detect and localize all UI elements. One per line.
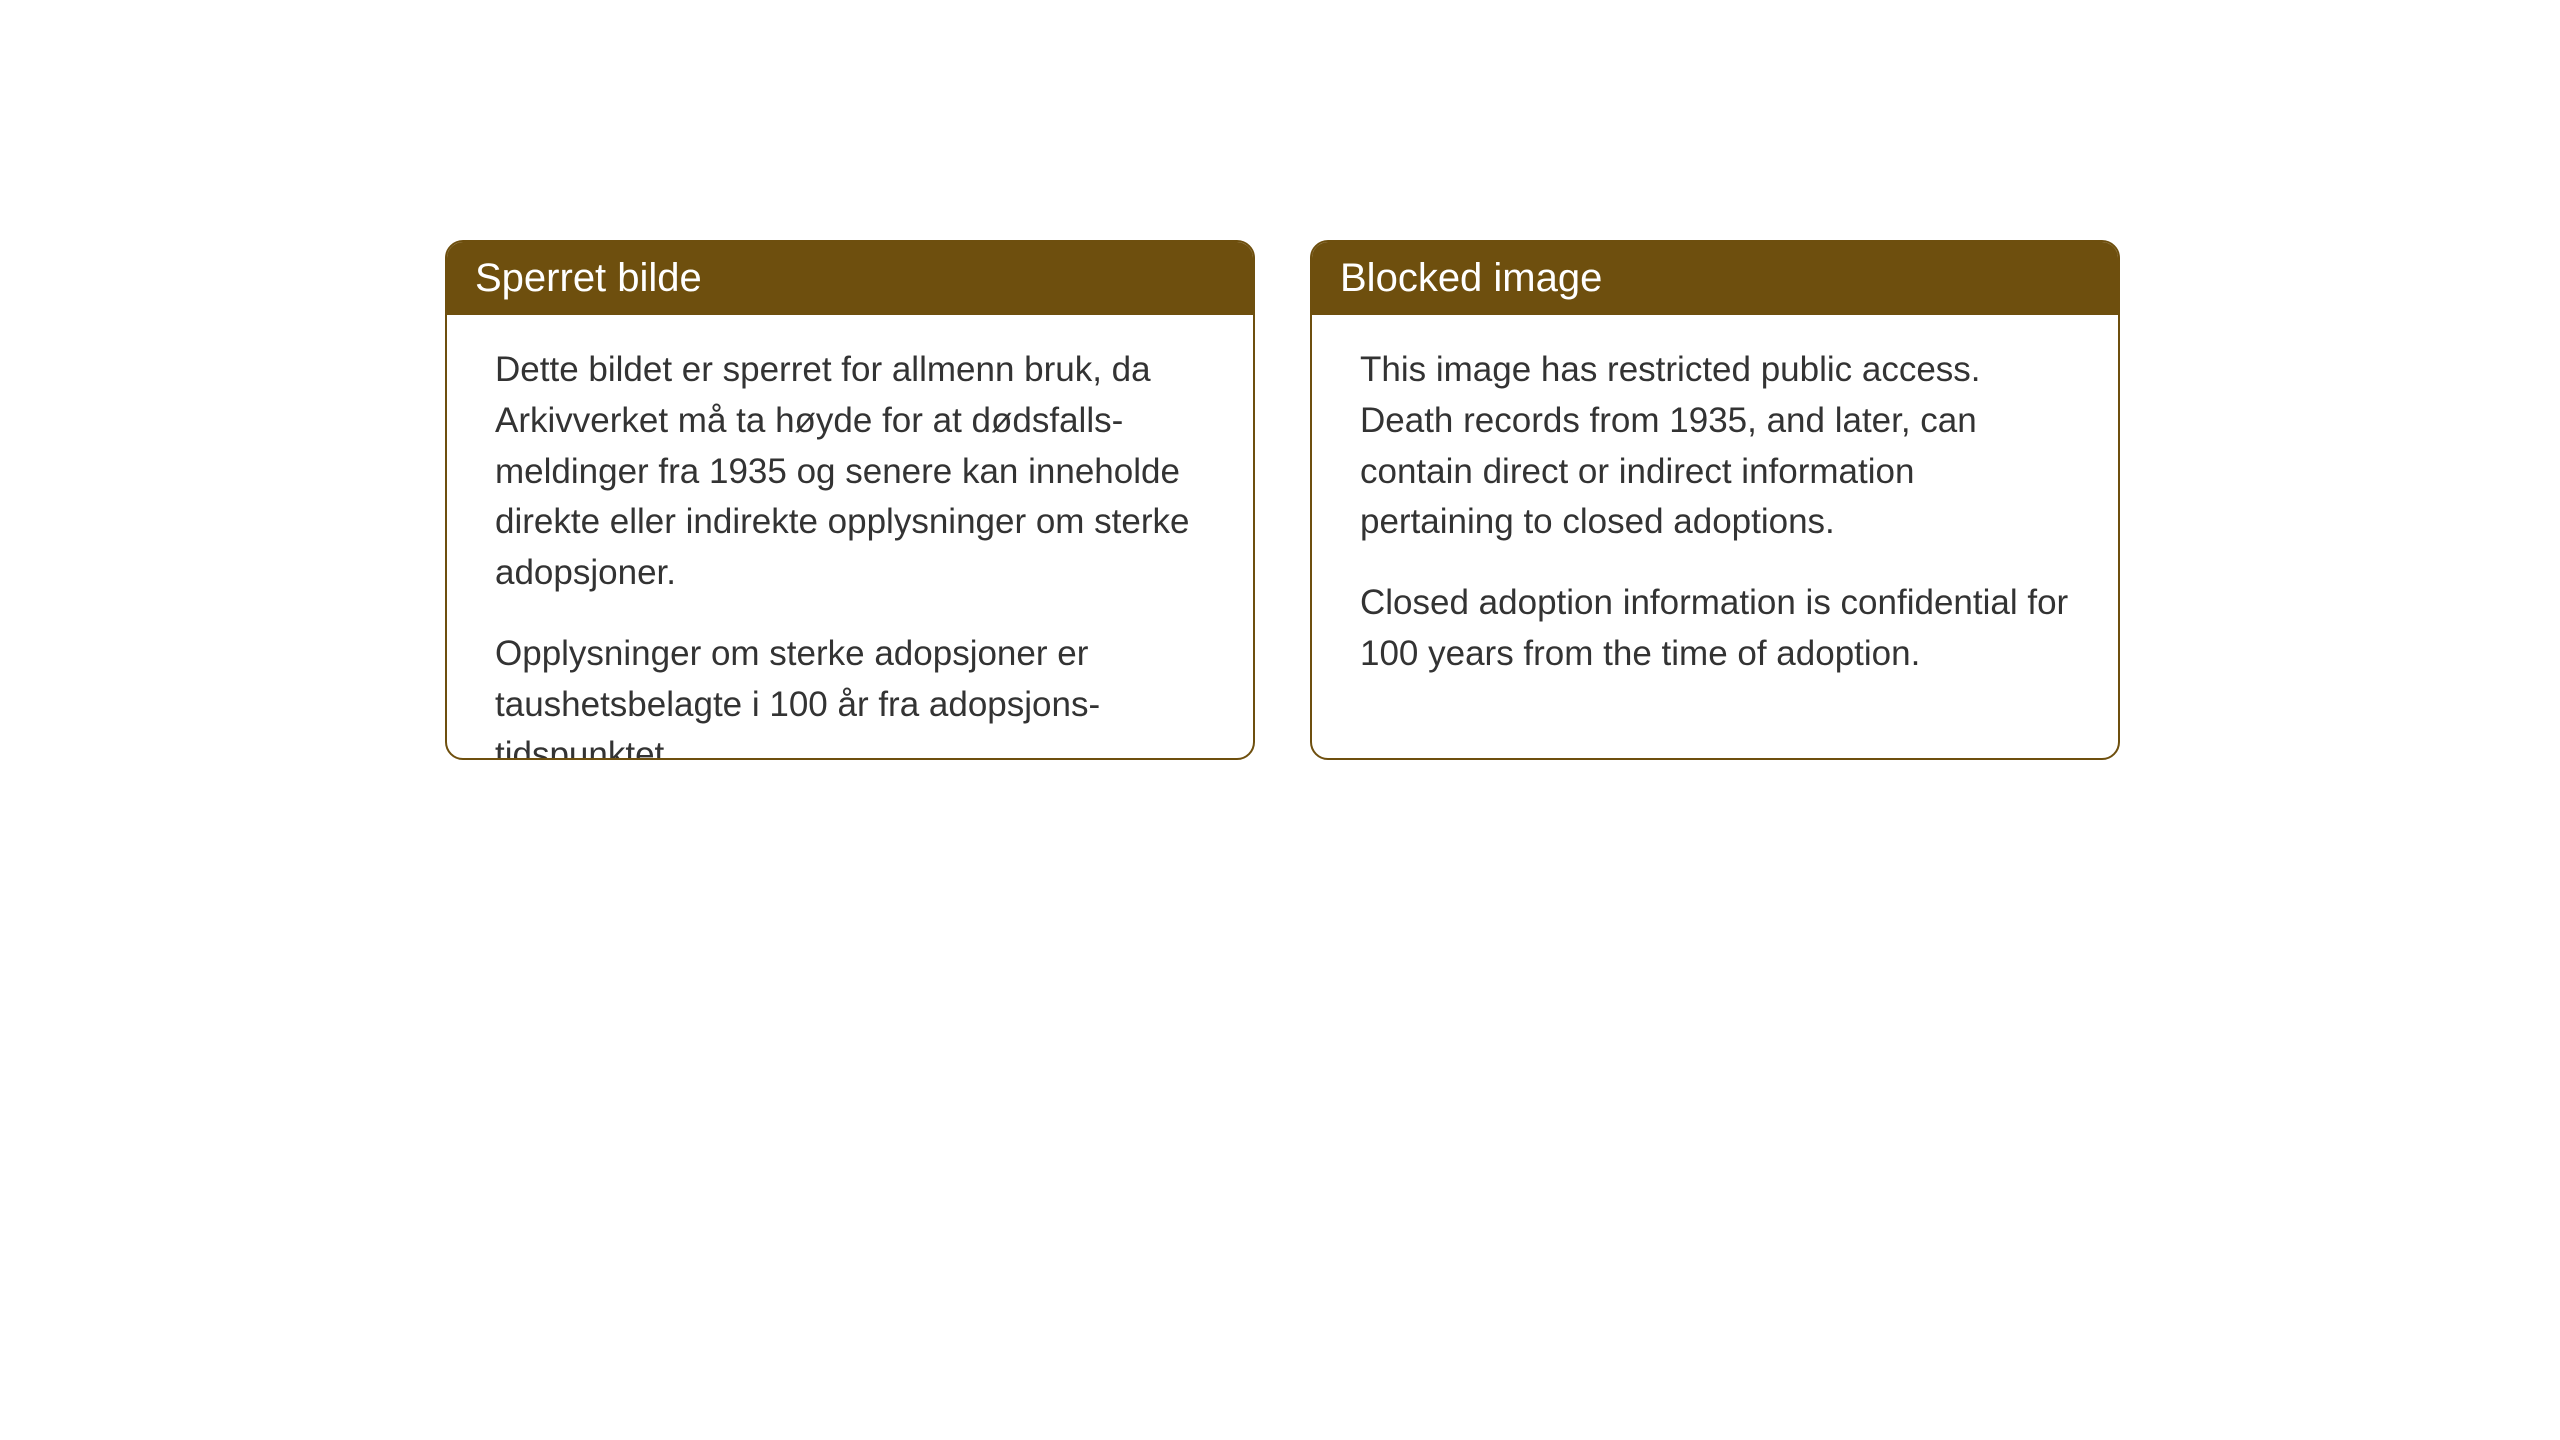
- card-header-english: Blocked image: [1312, 242, 2118, 315]
- card-header-norwegian: Sperret bilde: [447, 242, 1253, 315]
- notice-card-norwegian: Sperret bilde Dette bildet er sperret fo…: [445, 240, 1255, 760]
- card-title-norwegian: Sperret bilde: [475, 256, 702, 300]
- notice-card-english: Blocked image This image has restricted …: [1310, 240, 2120, 760]
- card-paragraph-english-1: This image has restricted public access.…: [1360, 345, 2070, 548]
- card-paragraph-norwegian-2: Opplysninger om sterke adopsjoner er tau…: [495, 629, 1205, 760]
- notice-container: Sperret bilde Dette bildet er sperret fo…: [445, 240, 2120, 760]
- card-body-norwegian: Dette bildet er sperret for allmenn bruk…: [447, 315, 1253, 760]
- card-paragraph-norwegian-1: Dette bildet er sperret for allmenn bruk…: [495, 345, 1205, 599]
- card-body-english: This image has restricted public access.…: [1312, 315, 2118, 720]
- card-paragraph-english-2: Closed adoption information is confident…: [1360, 578, 2070, 680]
- card-title-english: Blocked image: [1340, 256, 1602, 300]
